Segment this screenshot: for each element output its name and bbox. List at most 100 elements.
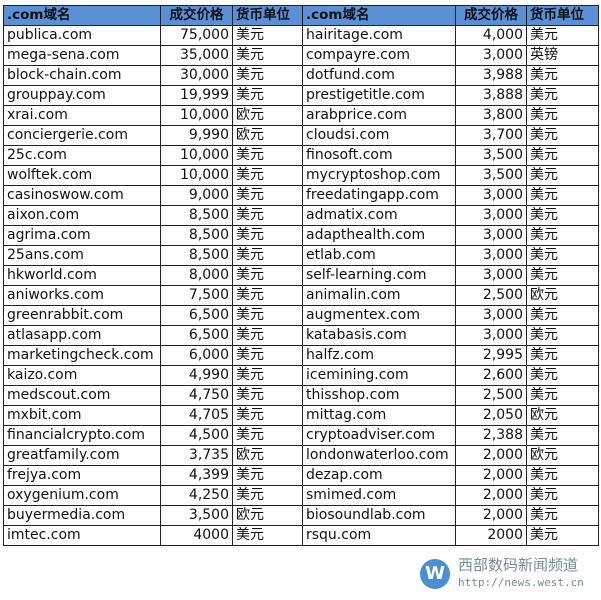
table-row: block-chain.com 30,000 美元 dotfund.com 3,988 美…	[3, 65, 599, 86]
cell-price: 2000	[455, 525, 527, 546]
cell-domain: compayre.com	[302, 45, 456, 66]
cell-price: 2,500	[455, 385, 527, 406]
cell-price: 8,500	[160, 225, 233, 246]
cell-price: 9,000	[160, 185, 233, 206]
cell-currency: 美元	[526, 325, 599, 346]
cell-domain: imtec.com	[3, 525, 161, 546]
table-row: imtec.com 4000 美元 rsqu.com 2000 美元	[3, 525, 599, 546]
cell-price: 2,000	[455, 505, 527, 526]
cell-price: 6,000	[160, 345, 233, 366]
table-row: hkworld.com 8,000 美元 self-learning.com 3,000…	[3, 265, 599, 286]
table-row: greatfamily.com 3,735 欧元 londonwaterloo.com…	[3, 445, 599, 466]
cell-currency: 美元	[232, 325, 303, 346]
cell-currency: 美元	[526, 465, 599, 486]
cell-domain: freedatingapp.com	[302, 185, 456, 206]
watermark-url: http://news.west.cn	[458, 576, 584, 589]
cell-currency: 美元	[526, 65, 599, 86]
table-row: financialcrypto.com 4,500 美元 cryptoadviser.…	[3, 425, 599, 446]
cell-domain: mittag.com	[302, 405, 456, 426]
cell-domain: mega-sena.com	[3, 45, 161, 66]
cell-currency: 美元	[526, 485, 599, 506]
cell-currency: 美元	[232, 465, 303, 486]
cell-price: 4,705	[160, 405, 233, 426]
watermark: W 西部数码新闻频道 http://news.west.cn	[420, 556, 600, 596]
table-row: medscout.com 4,750 美元 thisshop.com 2,500 美元	[3, 385, 599, 406]
cell-price: 2,500	[455, 285, 527, 306]
cell-domain: kaizo.com	[3, 365, 161, 386]
cell-price: 3,000	[455, 205, 527, 226]
cell-domain: dotfund.com	[302, 65, 456, 86]
cell-currency: 欧元	[526, 405, 599, 426]
cell-currency: 美元	[526, 145, 599, 166]
cell-domain: 25c.com	[3, 145, 161, 166]
cell-currency: 美元	[232, 285, 303, 306]
cell-domain: buyermedia.com	[3, 505, 161, 526]
cell-currency: 美元	[232, 485, 303, 506]
cell-currency: 欧元	[232, 505, 303, 526]
cell-price: 4,399	[160, 465, 233, 486]
cell-price: 3,000	[455, 325, 527, 346]
cell-domain: hairitage.com	[302, 25, 456, 46]
table-row: 25ans.com 8,500 美元 etlab.com 3,000 美元	[3, 245, 599, 266]
table-row: agrima.com 8,500 美元 adapthealth.com 3,000 美元	[3, 225, 599, 246]
cell-currency: 美元	[232, 65, 303, 86]
cell-currency: 美元	[526, 165, 599, 186]
table-row: oxygenium.com 4,250 美元 smimed.com 2,000 美元	[3, 485, 599, 506]
cell-price: 3,000	[455, 225, 527, 246]
cell-price: 8,500	[160, 245, 233, 266]
cell-domain: rsqu.com	[302, 525, 456, 546]
cell-domain: cryptoadviser.com	[302, 425, 456, 446]
cell-domain: block-chain.com	[3, 65, 161, 86]
cell-currency: 美元	[232, 145, 303, 166]
cell-price: 8,000	[160, 265, 233, 286]
header-row: .com域名 成交价格 货币单位 .com域名 成交价格 货币单位	[3, 5, 599, 26]
cell-domain: cloudsi.com	[302, 125, 456, 146]
cell-price: 2,600	[455, 365, 527, 386]
cell-domain: self-learning.com	[302, 265, 456, 286]
cell-domain: oxygenium.com	[3, 485, 161, 506]
cell-domain: etlab.com	[302, 245, 456, 266]
watermark-title: 西部数码新闻频道	[458, 556, 579, 574]
table-row: aniworks.com 7,500 美元 animalin.com 2,500 欧元	[3, 285, 599, 306]
cell-currency: 美元	[526, 245, 599, 266]
cell-domain: marketingcheck.com	[3, 345, 161, 366]
cell-domain: hkworld.com	[3, 265, 161, 286]
table-row: mega-sena.com 35,000 美元 compayre.com 3,000 英镑	[3, 45, 599, 66]
header-domain: .com域名	[302, 5, 456, 26]
cell-domain: 25ans.com	[3, 245, 161, 266]
cell-domain: arabprice.com	[302, 105, 456, 126]
cell-price: 3,000	[455, 45, 527, 66]
cell-domain: greenrabbit.com	[3, 305, 161, 326]
cell-price: 3,700	[455, 125, 527, 146]
cell-domain: conciergerie.com	[3, 125, 161, 146]
cell-currency: 美元	[526, 525, 599, 546]
cell-domain: admatix.com	[302, 205, 456, 226]
cell-price: 4,990	[160, 365, 233, 386]
cell-domain: medscout.com	[3, 385, 161, 406]
table-row: kaizo.com 4,990 美元 icemining.com 2,600 美元	[3, 365, 599, 386]
cell-currency: 美元	[526, 305, 599, 326]
cell-currency: 美元	[232, 85, 303, 106]
cell-currency: 美元	[526, 205, 599, 226]
cell-domain: casinoswow.com	[3, 185, 161, 206]
cell-price: 2,000	[455, 445, 527, 466]
cell-domain: animalin.com	[302, 285, 456, 306]
cell-domain: icemining.com	[302, 365, 456, 386]
cell-price: 7,500	[160, 285, 233, 306]
table-row: grouppay.com 19,999 美元 prestigetitle.com 3,8…	[3, 85, 599, 106]
cell-price: 3,800	[455, 105, 527, 126]
cell-domain: greatfamily.com	[3, 445, 161, 466]
cell-domain: xrai.com	[3, 105, 161, 126]
cell-price: 10,000	[160, 105, 233, 126]
cell-price: 3,500	[455, 165, 527, 186]
cell-price: 4,500	[160, 425, 233, 446]
cell-price: 2,388	[455, 425, 527, 446]
header-price: 成交价格	[455, 5, 527, 26]
table-row: conciergerie.com 9,990 欧元 cloudsi.com 3,700 美…	[3, 125, 599, 146]
cell-domain: aixon.com	[3, 205, 161, 226]
cell-domain: halfz.com	[302, 345, 456, 366]
cell-price: 10,000	[160, 165, 233, 186]
cell-domain: smimed.com	[302, 485, 456, 506]
cell-price: 4,750	[160, 385, 233, 406]
cell-domain: mxbit.com	[3, 405, 161, 426]
